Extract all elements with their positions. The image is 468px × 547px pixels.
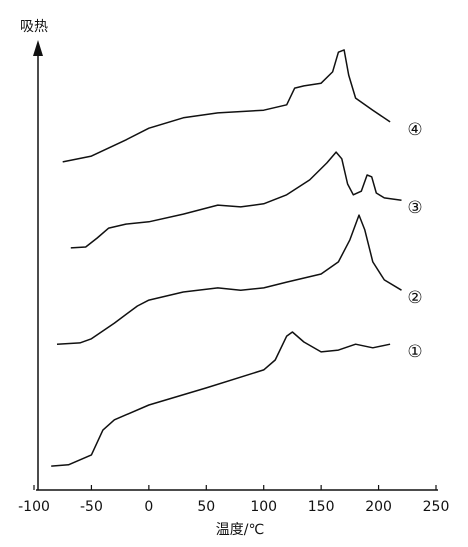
curve (56, 214, 402, 345)
x-axis-label: 温度/℃ (216, 522, 264, 538)
curve-label: ③ (407, 198, 422, 218)
y-axis-arrow (33, 40, 43, 56)
curve (62, 49, 391, 163)
curve-label: ④ (407, 120, 422, 140)
x-tick-label: -100 (18, 499, 50, 515)
curve (51, 331, 391, 467)
curve-label: ① (407, 342, 422, 362)
x-tick-label: 150 (308, 499, 335, 515)
x-tick-label: 200 (365, 499, 392, 515)
curve-label: ② (407, 288, 422, 308)
curve (70, 151, 402, 249)
x-tick-label: 50 (197, 499, 215, 515)
y-axis-label: 吸热 (20, 19, 48, 35)
x-tick-label: 250 (423, 499, 450, 515)
x-tick-label: 0 (144, 499, 153, 515)
x-tick-label: -50 (80, 499, 103, 515)
x-tick-label: 100 (250, 499, 277, 515)
